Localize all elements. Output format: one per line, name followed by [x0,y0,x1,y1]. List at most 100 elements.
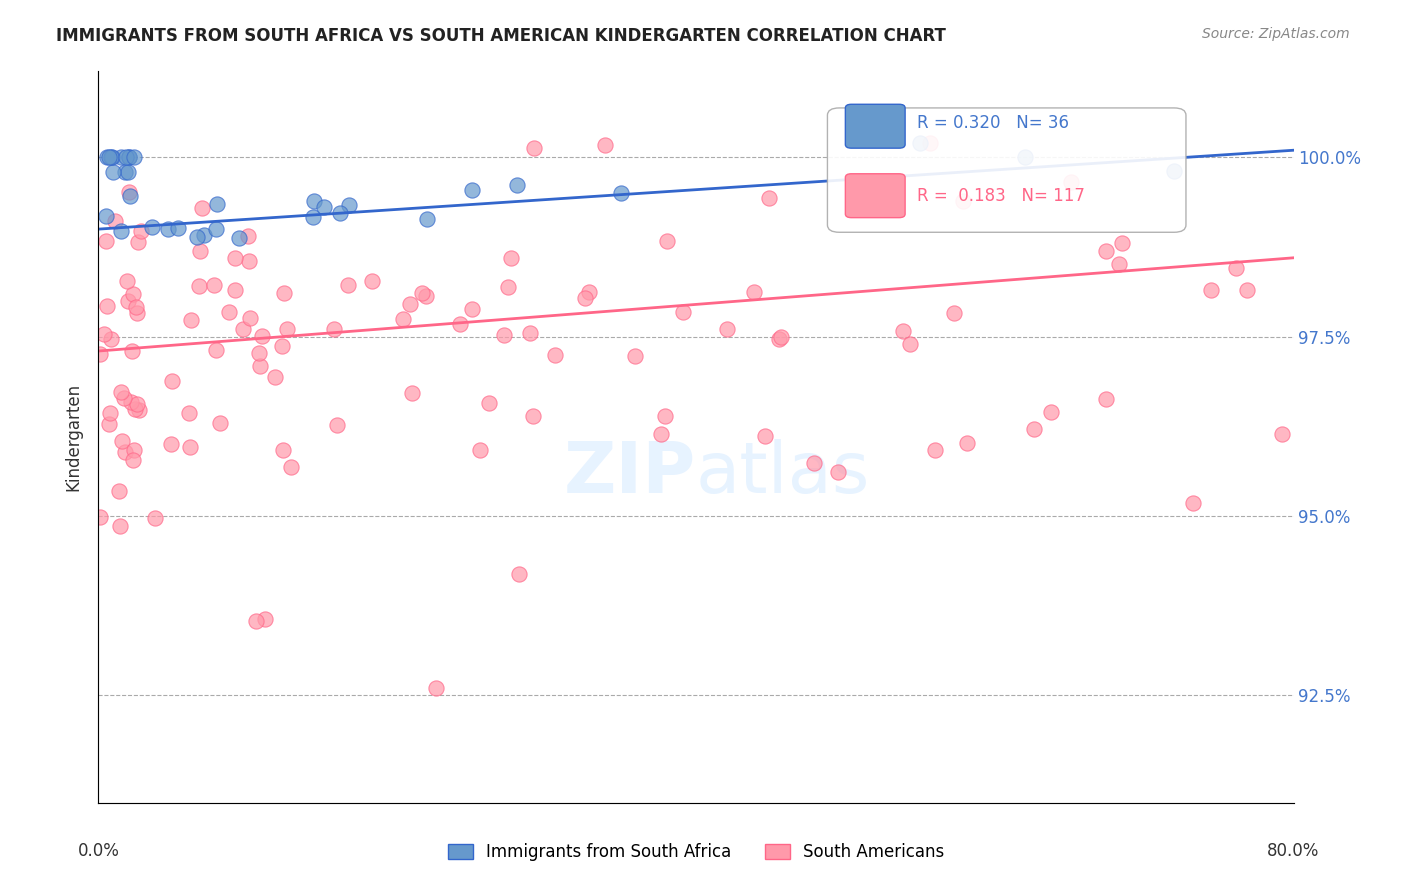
Point [252,329,274,343]
Point [208,417,231,431]
Point [122,287,145,301]
Point [124,402,146,417]
Point [494,327,516,342]
Point [263,370,285,384]
Point [918,136,941,150]
Point [96,150,118,164]
Point [924,443,946,458]
Point [898,336,921,351]
Point [166,221,188,235]
Point [1040,405,1063,419]
Point [111,434,134,449]
Point [519,326,541,340]
Point [125,301,148,315]
Point [672,305,695,319]
Point [276,322,298,336]
Point [650,426,672,441]
Point [160,374,183,388]
Text: ZIP: ZIP [564,439,696,508]
Point [180,312,202,326]
Point [228,230,250,244]
Point [117,165,139,179]
Point [179,406,201,420]
Point [245,614,267,628]
Point [506,178,529,192]
Point [461,302,484,317]
Point [101,150,124,164]
Point [270,339,292,353]
Point [143,510,166,524]
Point [623,349,645,363]
Point [114,165,136,179]
Point [253,612,276,626]
Point [117,294,139,309]
Point [114,445,136,459]
Point [322,322,344,336]
Point [115,150,138,164]
Point [508,567,530,582]
Text: Source: ZipAtlas.com: Source: ZipAtlas.com [1202,27,1350,41]
Point [125,306,148,320]
Point [224,283,246,297]
Point [803,456,825,470]
Point [238,254,260,268]
Point [425,681,447,695]
Point [125,397,148,411]
Point [218,305,240,319]
Point [117,150,139,164]
Point [118,150,141,164]
Point [496,280,519,294]
Point [96,234,118,248]
Point [110,518,132,533]
Point [326,417,349,432]
Point [122,453,145,467]
Point [108,484,131,499]
Point [239,311,262,326]
Point [236,229,259,244]
Point [398,296,420,310]
Point [280,460,302,475]
Point [411,285,433,300]
Point [314,200,336,214]
Point [110,385,132,400]
Point [943,305,966,319]
Point [1236,283,1258,297]
Text: 80.0%: 80.0% [1267,842,1320,860]
Point [337,198,360,212]
Point [1059,175,1081,189]
Point [1199,283,1222,297]
Point [128,403,150,417]
Legend: Immigrants from South Africa, South Americans: Immigrants from South Africa, South Amer… [441,837,950,868]
Point [1014,150,1036,164]
Point [361,275,384,289]
Point [716,322,738,336]
Point [391,312,413,326]
FancyBboxPatch shape [845,174,905,218]
Point [110,224,132,238]
Point [416,212,439,227]
Point [96,300,118,314]
Point [191,201,214,215]
Point [157,221,180,235]
Point [187,279,209,293]
Point [893,324,915,338]
Point [1024,422,1046,436]
Point [336,277,359,292]
Point [224,251,246,265]
FancyBboxPatch shape [827,108,1187,232]
Point [578,285,600,299]
Point [468,443,491,458]
Point [101,165,124,179]
Point [232,322,254,336]
Point [449,317,471,331]
Point [522,409,544,423]
Point [301,210,323,224]
Point [98,406,121,420]
Text: IMMIGRANTS FROM SOUTH AFRICA VS SOUTH AMERICAN KINDERGARTEN CORRELATION CHART: IMMIGRANTS FROM SOUTH AFRICA VS SOUTH AM… [56,27,946,45]
FancyBboxPatch shape [845,104,905,148]
Point [100,332,122,346]
Point [758,191,780,205]
Point [97,150,120,164]
Point [249,359,271,373]
Point [523,141,546,155]
